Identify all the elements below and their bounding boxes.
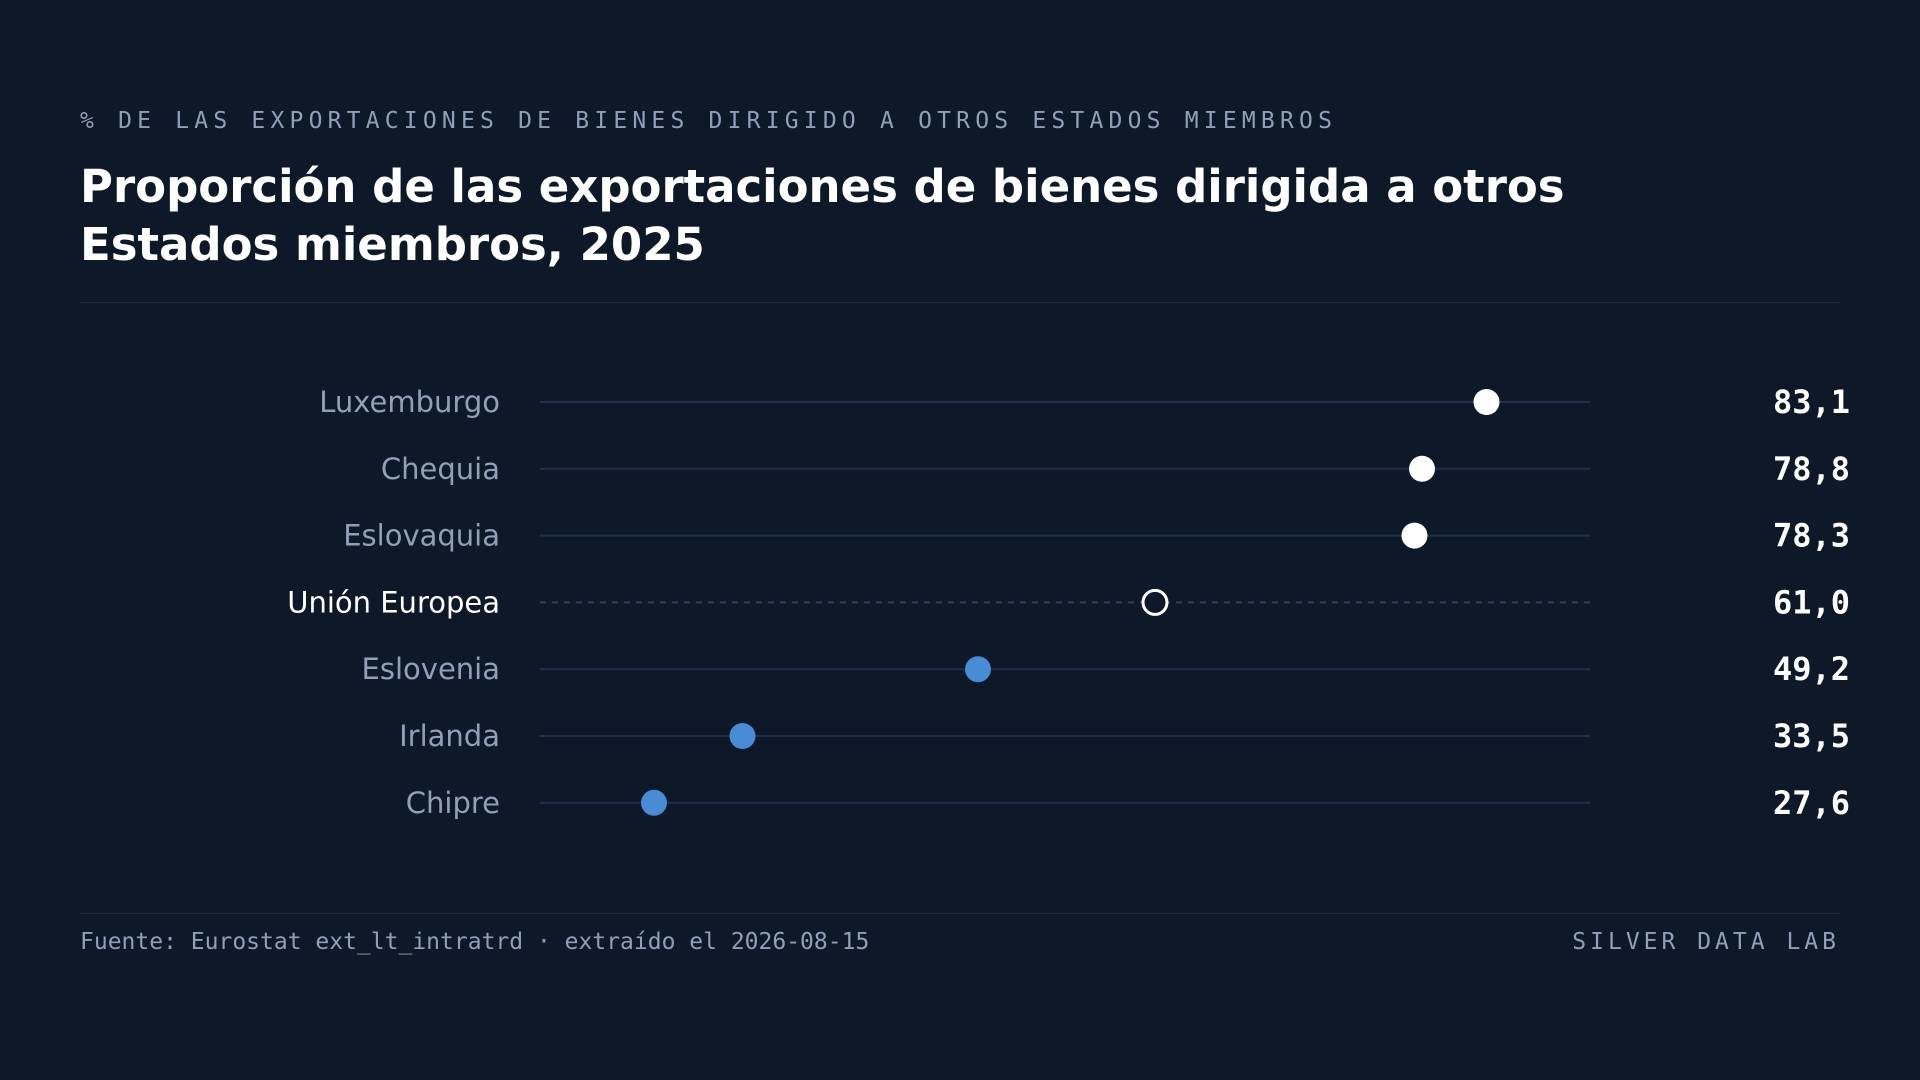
category-label: Eslovaquia — [343, 519, 500, 553]
category-label: Irlanda — [399, 719, 500, 753]
header-divider — [80, 302, 1840, 303]
value-label: 78,3 — [1773, 517, 1850, 555]
data-point — [965, 656, 991, 683]
reference-point — [1141, 588, 1169, 616]
data-point — [641, 789, 667, 816]
value-label: 33,5 — [1773, 717, 1850, 755]
value-label: 27,6 — [1773, 784, 1850, 822]
chart-subtitle: % DE LAS EXPORTACIONES DE BIENES DIRIGID… — [80, 108, 1338, 134]
category-label: Luxemburgo — [319, 385, 500, 419]
category-label: Eslovenia — [362, 652, 500, 686]
chart-title: Proporción de las exportaciones de biene… — [80, 160, 1565, 271]
category-label: Chipre — [406, 786, 500, 820]
brand-label: SILVER DATA LAB — [1572, 929, 1840, 955]
footer-divider — [80, 913, 1840, 914]
category-label: Chequia — [381, 452, 500, 486]
value-label: 61,0 — [1773, 583, 1850, 621]
category-label: Unión Europea — [287, 585, 500, 619]
value-label: 49,2 — [1773, 650, 1850, 688]
data-point — [1473, 389, 1500, 415]
data-point — [1401, 522, 1428, 549]
data-point — [729, 723, 756, 749]
data-point — [1409, 455, 1435, 482]
source-note: Fuente: Eurostat ext_lt_intratrd · extra… — [80, 929, 870, 955]
value-label: 83,1 — [1773, 383, 1850, 421]
value-label: 78,8 — [1773, 450, 1850, 488]
